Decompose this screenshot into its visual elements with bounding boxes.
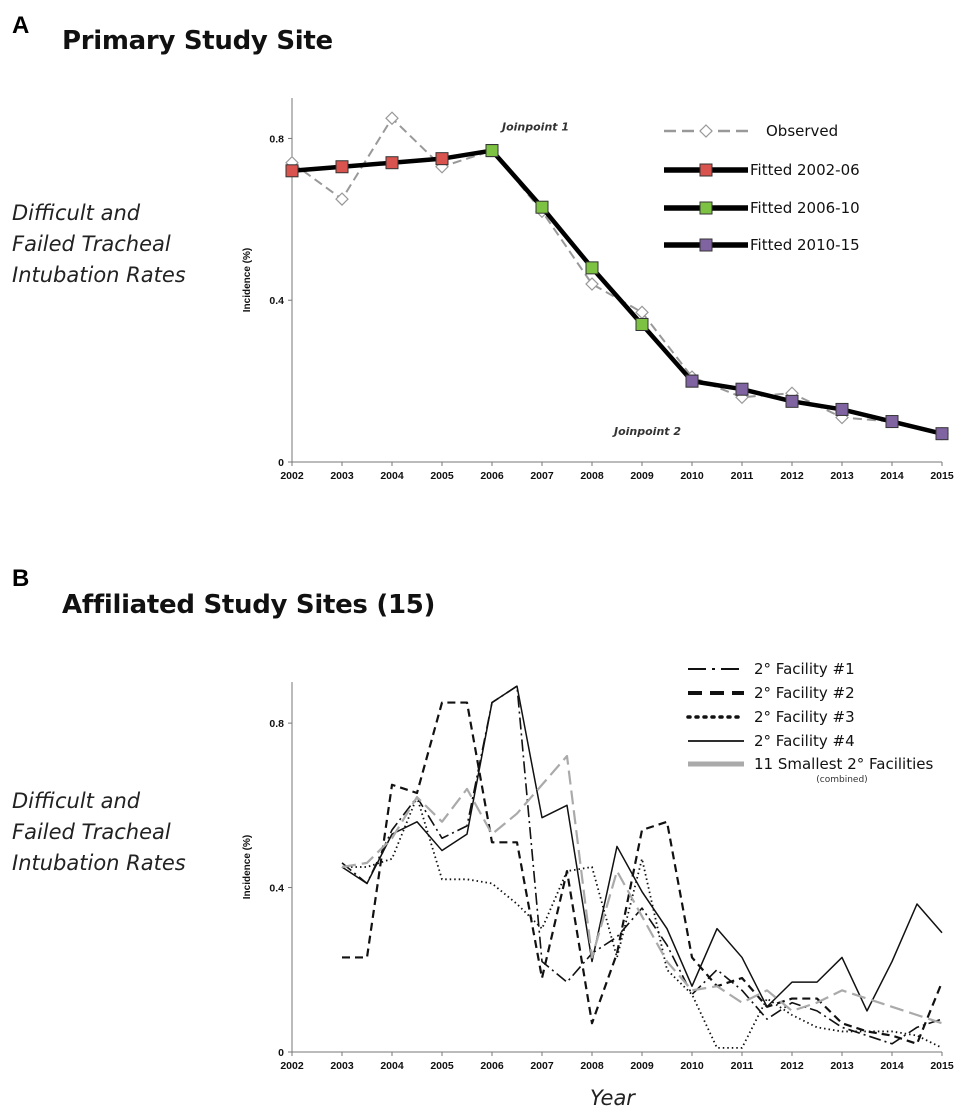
y-tick-label: 0.8 bbox=[269, 718, 284, 730]
legend-marker-fitted-2006-10 bbox=[699, 201, 713, 215]
fitted-point-fitted-2002-06 bbox=[285, 164, 299, 178]
x-tick-label: 2010 bbox=[680, 470, 704, 482]
y-tick-label: 0 bbox=[278, 457, 284, 469]
x-tick-label: 2014 bbox=[880, 1060, 904, 1072]
y-tick-label: 0.8 bbox=[269, 133, 284, 145]
side-label-line: Failed Tracheal bbox=[12, 820, 171, 844]
legend-marker-fitted-2010-15 bbox=[699, 238, 713, 252]
series-line-11-smallest-2-facilities bbox=[341, 754, 943, 1025]
x-tick-label: 2003 bbox=[330, 470, 354, 482]
x-tick-label: 2004 bbox=[380, 470, 404, 482]
x-tick-label: 2015 bbox=[930, 1060, 954, 1072]
x-tick-label: 2014 bbox=[880, 470, 904, 482]
panel-b-letter: B bbox=[12, 565, 30, 592]
observed-point bbox=[335, 192, 349, 206]
legend-sublabel-combined: (combined) bbox=[816, 775, 867, 785]
panel-a-letter: A bbox=[12, 12, 30, 39]
series-line-2-facility-1 bbox=[341, 685, 943, 1045]
fitted-point-fitted-2010-15 bbox=[785, 394, 799, 408]
chart-a: 0 0.4 0.8 2002 2003 2004 2005 2006 2007 2008 2009 2… bbox=[242, 98, 954, 482]
x-tick-label: 2008 bbox=[580, 470, 604, 482]
x-tick-label: 2002 bbox=[280, 1060, 304, 1072]
x-tick-label: 2002 bbox=[280, 470, 304, 482]
x-tick-label: 2005 bbox=[430, 470, 454, 482]
legend-label-fitted-2006-10: Fitted 2006-10 bbox=[750, 199, 860, 217]
series-line-2-facility-4 bbox=[341, 685, 943, 1012]
series-line-2-facility-3 bbox=[342, 796, 943, 1049]
legend-label-fitted-2002-06: Fitted 2002-06 bbox=[750, 161, 860, 179]
x-tick-label: 2007 bbox=[530, 470, 554, 482]
side-label-line: Intubation Rates bbox=[12, 263, 186, 287]
fitted-point-fitted-2010-15 bbox=[885, 415, 899, 429]
legend-label-11-smallest-2-facilities: 11 Smallest 2° Facilities bbox=[754, 755, 933, 773]
panel-a-title: Primary Study Site bbox=[62, 26, 333, 56]
x-axis-title: Year bbox=[590, 1086, 635, 1110]
chart-b: 0 0.4 0.8 2002 2003 2004 2005 2006 2007 2008 2009 2… bbox=[242, 660, 954, 1072]
y-tick-label: 0 bbox=[278, 1047, 284, 1059]
side-label-line: Failed Tracheal bbox=[12, 232, 171, 256]
fitted-point-fitted-2002-06 bbox=[435, 152, 449, 166]
fitted-point-fitted-2010-15 bbox=[685, 374, 699, 388]
side-label-line: Difficult and bbox=[12, 789, 141, 813]
legend-label-2-facility-2: 2° Facility #2 bbox=[754, 684, 855, 702]
x-tick-label: 2009 bbox=[630, 470, 654, 482]
joinpoint-1-label: Joinpoint 1 bbox=[500, 121, 569, 134]
side-label-line: Difficult and bbox=[12, 201, 141, 225]
fitted-point-fitted-2010-15 bbox=[835, 402, 849, 416]
series-line-observed bbox=[291, 116, 943, 435]
legend-marker-fitted-2002-06 bbox=[699, 163, 713, 177]
y-axis-label: Incidence (%) bbox=[242, 835, 253, 899]
observed-point bbox=[385, 111, 399, 126]
x-tick-label: 2011 bbox=[731, 470, 754, 482]
observed-point bbox=[585, 277, 599, 291]
legend-label-observed: Observed bbox=[766, 122, 838, 140]
legend-label-2-facility-4: 2° Facility #4 bbox=[754, 732, 855, 750]
fitted-point-fitted-2006-10 bbox=[535, 200, 549, 214]
x-tick-label: 2013 bbox=[830, 1060, 854, 1072]
x-tick-label: 2008 bbox=[580, 1060, 604, 1072]
y-tick-label: 0.4 bbox=[269, 883, 284, 895]
x-tick-label: 2006 bbox=[480, 1060, 504, 1072]
fitted-point-fitted-2010-15 bbox=[935, 427, 949, 441]
legend-marker-observed bbox=[699, 124, 713, 138]
y-axis-label: Incidence (%) bbox=[242, 248, 253, 312]
x-tick-label: 2009 bbox=[630, 1060, 654, 1072]
panel-b-title: Affiliated Study Sites (15) bbox=[62, 590, 436, 620]
legend-label-2-facility-3: 2° Facility #3 bbox=[754, 708, 855, 726]
x-tick-label: 2011 bbox=[731, 1060, 754, 1072]
panel-a-side-label: Difficult and Failed Tracheal Intubation… bbox=[12, 198, 186, 291]
fitted-point-fitted-2006-10 bbox=[585, 261, 599, 275]
series-line-2-facility-2 bbox=[342, 701, 944, 1045]
fitted-point-fitted-2010-15 bbox=[735, 382, 749, 396]
side-label-line: Intubation Rates bbox=[12, 851, 186, 875]
x-tick-label: 2012 bbox=[780, 1060, 804, 1072]
fitted-point-fitted-2006-10 bbox=[635, 317, 649, 331]
legend-label-fitted-2010-15: Fitted 2010-15 bbox=[750, 236, 860, 254]
x-tick-label: 2013 bbox=[830, 470, 854, 482]
x-tick-label: 2010 bbox=[680, 1060, 704, 1072]
x-tick-label: 2015 bbox=[930, 470, 954, 482]
fitted-point-fitted-2006-10 bbox=[485, 144, 499, 158]
x-tick-label: 2007 bbox=[530, 1060, 554, 1072]
x-tick-label: 2003 bbox=[330, 1060, 354, 1072]
fitted-point-fitted-2002-06 bbox=[335, 160, 349, 174]
x-tick-label: 2006 bbox=[480, 470, 504, 482]
series-line-fitted-2010-15 bbox=[691, 378, 943, 436]
panel-b-side-label: Difficult and Failed Tracheal Intubation… bbox=[12, 786, 186, 879]
x-tick-label: 2005 bbox=[430, 1060, 454, 1072]
fitted-point-fitted-2002-06 bbox=[385, 156, 399, 170]
x-tick-label: 2004 bbox=[380, 1060, 404, 1072]
y-tick-label: 0.4 bbox=[269, 295, 284, 307]
x-tick-label: 2012 bbox=[780, 470, 804, 482]
legend-label-2-facility-1: 2° Facility #1 bbox=[754, 660, 855, 678]
joinpoint-2-label: Joinpoint 2 bbox=[612, 425, 681, 438]
